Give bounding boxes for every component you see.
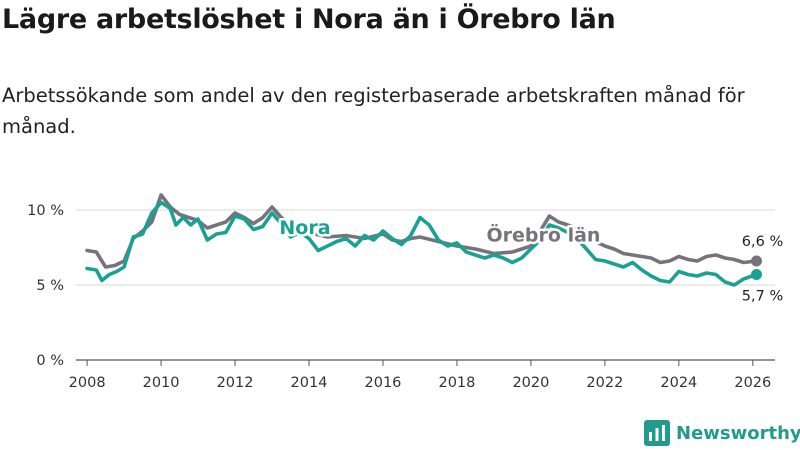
y-tick-label: 10 % [27, 203, 64, 219]
nora-end-point [751, 269, 763, 280]
x-tick-label: 2026 [734, 375, 771, 391]
brand-name: Newsworthy [676, 422, 800, 444]
bar-chart-logo-icon [644, 420, 670, 446]
y-tick-label: 0 % [36, 353, 64, 369]
orebro-series-label: Örebro län [487, 223, 601, 247]
x-tick-label: 2012 [217, 375, 254, 391]
brand-logo: Newsworthy [644, 420, 800, 446]
chart-subtitle: Arbetssökande som andel av den registerb… [2, 84, 745, 138]
x-tick-label: 2020 [512, 375, 549, 391]
chart-title: Lägre arbetslöshet i Nora än i Örebro lä… [2, 4, 616, 35]
orebro-end-value: 6,6 % [742, 234, 783, 250]
nora-end-value: 5,7 % [742, 289, 783, 305]
x-tick-label: 2016 [365, 375, 402, 391]
nora-series-line [85, 200, 759, 287]
orebro-series-line [85, 193, 759, 269]
x-tick-label: 2010 [143, 375, 180, 391]
x-tick-label: 2018 [438, 375, 475, 391]
y-tick-label: 5 % [36, 278, 64, 294]
orebro-end-point [751, 255, 763, 267]
nora-series-label: Nora [279, 217, 330, 239]
x-tick-label: 2008 [69, 375, 106, 391]
x-tick-label: 2024 [660, 375, 697, 391]
x-tick-label: 2022 [586, 375, 623, 391]
x-tick-label: 2014 [291, 375, 328, 391]
